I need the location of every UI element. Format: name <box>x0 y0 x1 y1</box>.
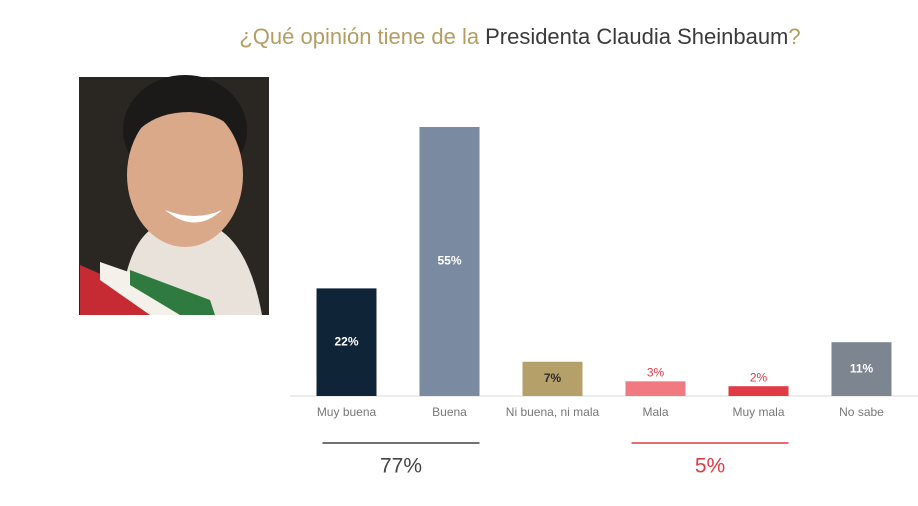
value-label: 2% <box>750 370 768 384</box>
bar <box>831 342 892 396</box>
title-part: ? <box>788 24 800 49</box>
value-label: 55% <box>437 254 461 268</box>
group-label: 77% <box>380 455 422 478</box>
value-label: 7% <box>544 371 562 385</box>
bar <box>316 288 377 396</box>
chart-title: ¿Qué opinión tiene de la Presidenta Claud… <box>239 24 800 49</box>
x-tick-label: Buena <box>432 405 467 419</box>
title-part: ¿Qué opinión tiene de la <box>239 24 479 49</box>
bar <box>625 381 686 396</box>
x-tick-label: No sabe <box>839 405 884 419</box>
x-tick-label: Mala <box>642 405 668 419</box>
title-part: Presidenta Claudia Sheinbaum <box>485 24 788 49</box>
x-tick-label: Ni buena, ni mala <box>506 405 600 419</box>
value-label: 3% <box>647 365 665 379</box>
value-label: 22% <box>334 334 358 348</box>
bar <box>522 361 583 396</box>
bar <box>419 127 480 396</box>
photo <box>79 75 269 315</box>
x-tick-label: Muy buena <box>317 405 377 419</box>
group-label: 5% <box>695 455 725 478</box>
x-tick-label: Muy mala <box>732 405 784 419</box>
value-label: 11% <box>850 361 874 375</box>
bar <box>728 386 789 396</box>
